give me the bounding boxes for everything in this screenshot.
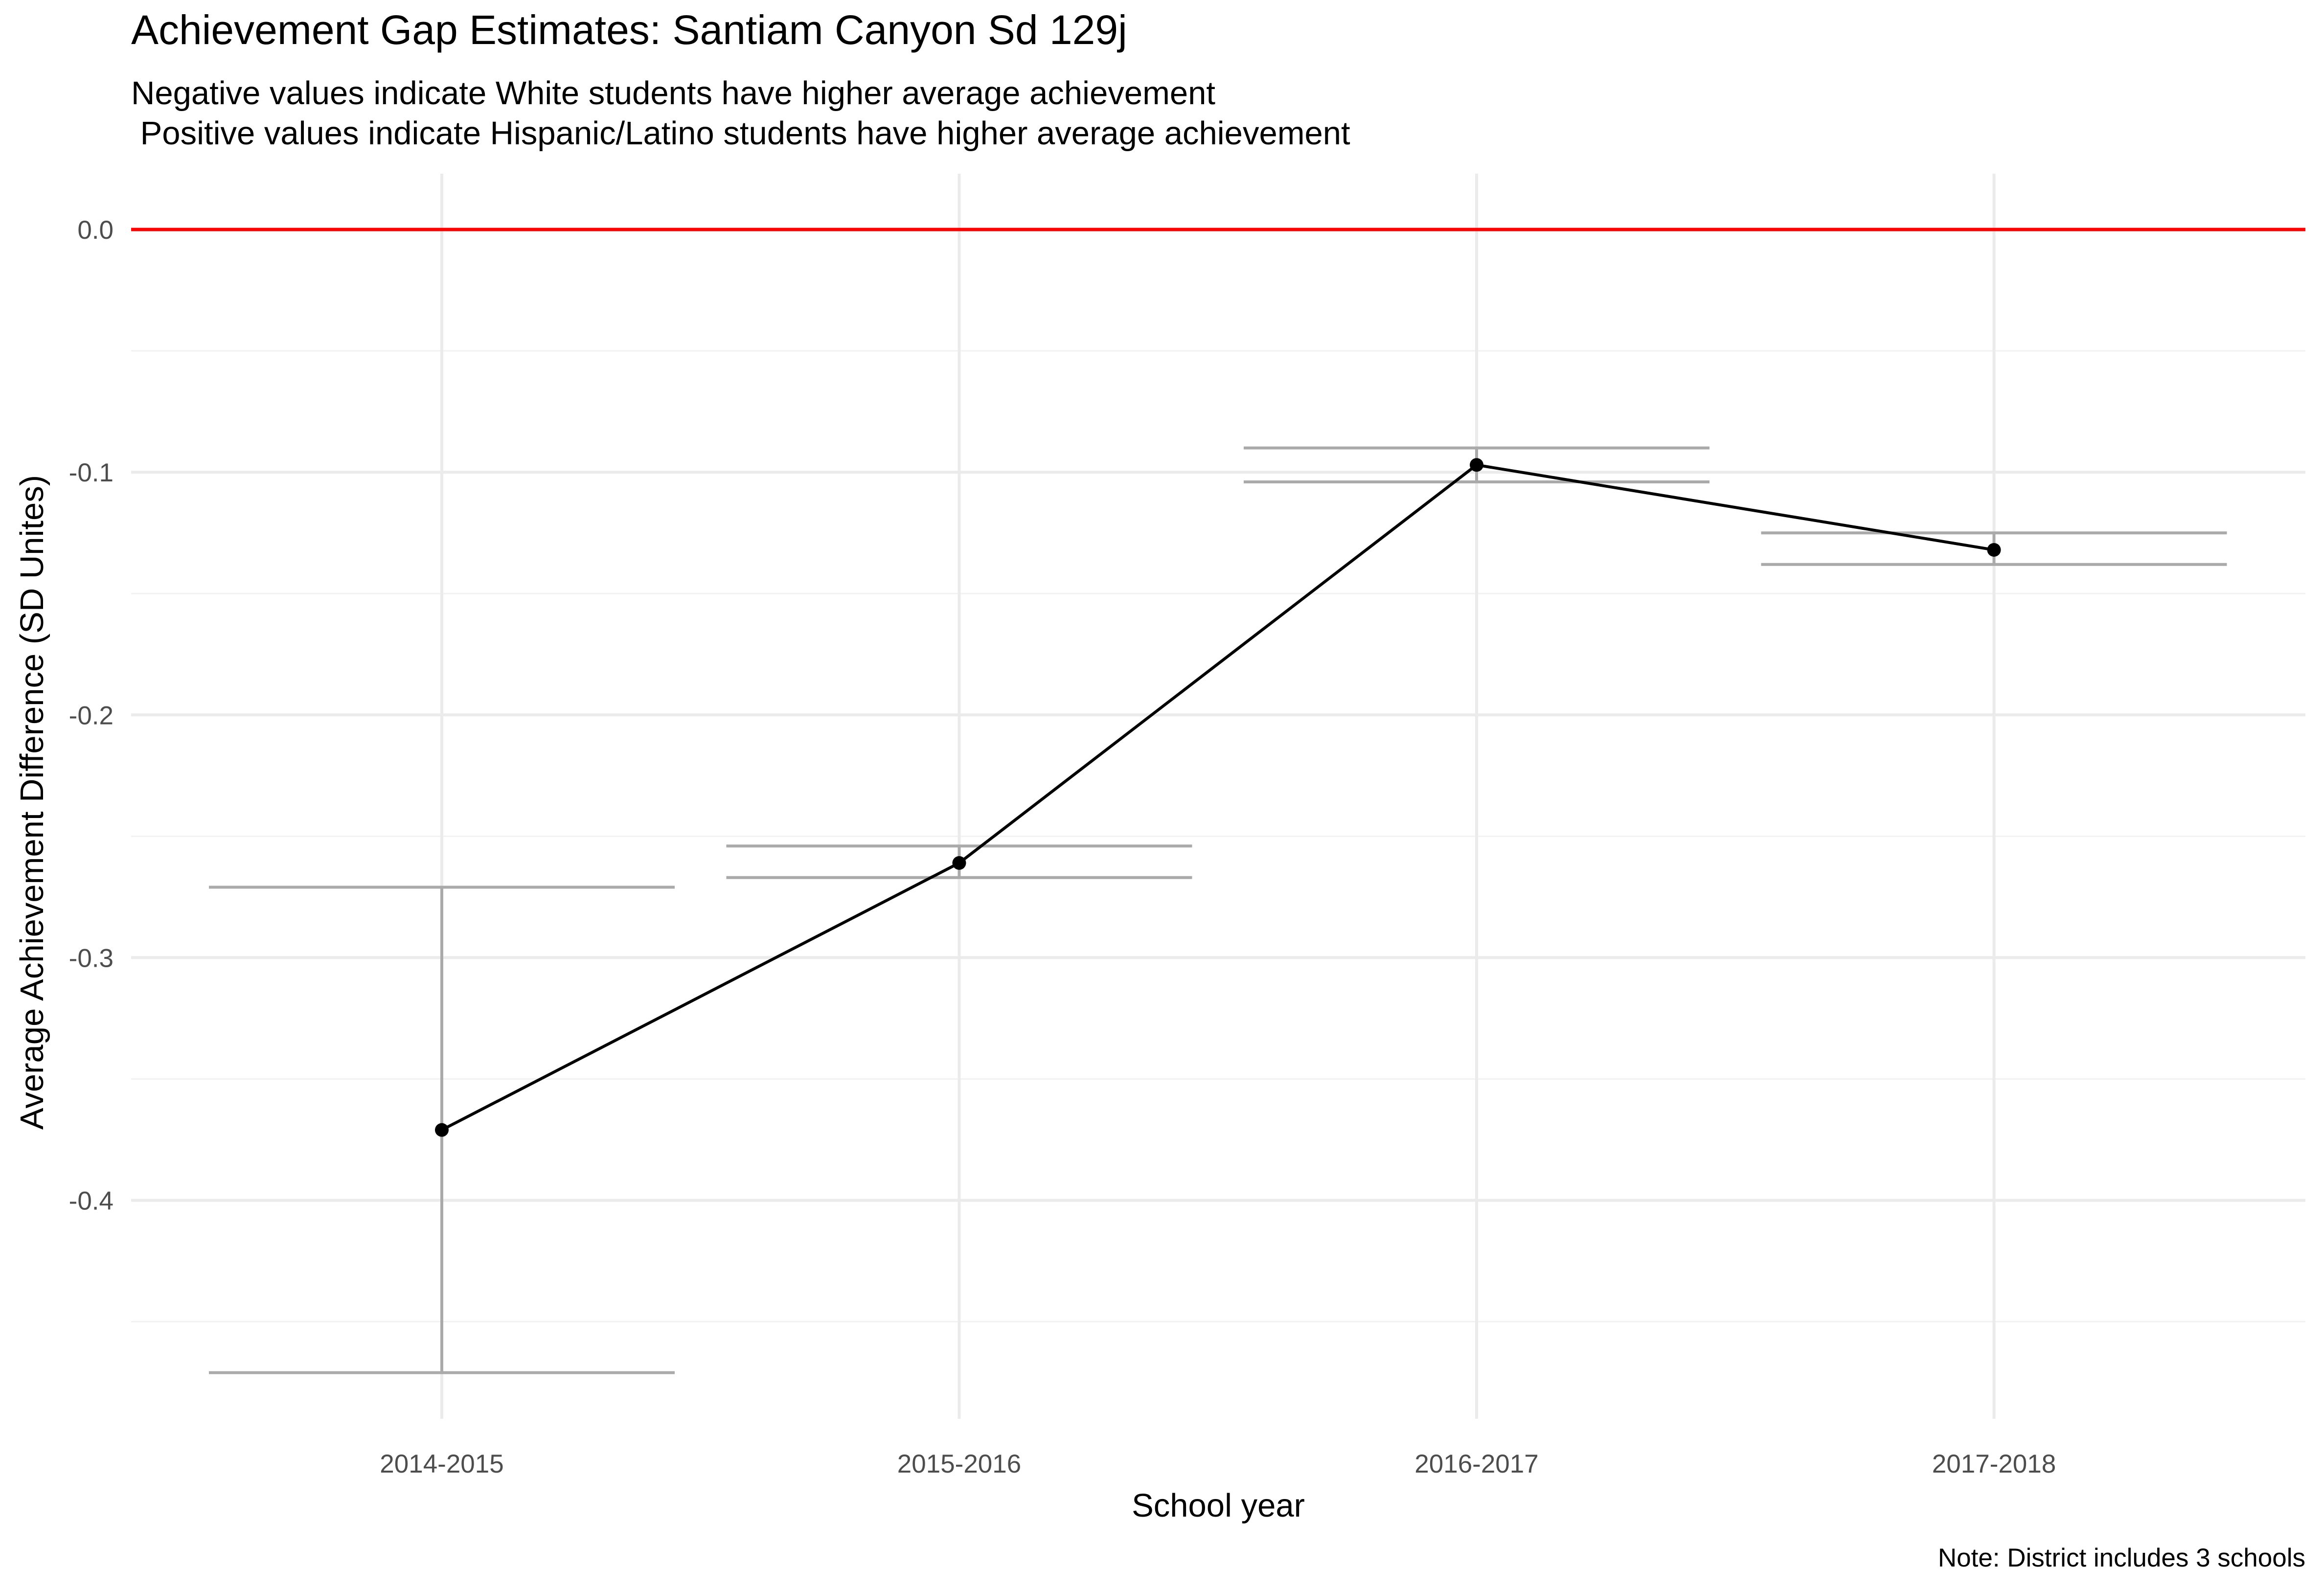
y-tick-label: -0.3 — [69, 944, 114, 973]
x-tick-label: 2014-2015 — [380, 1450, 503, 1478]
y-tick-label: -0.1 — [69, 458, 114, 487]
grid-lines — [131, 174, 2305, 1419]
x-axis-ticks: 2014-2015 2015-2016 2016-2017 2017-2018 — [380, 1450, 2056, 1478]
chart-title: Achievement Gap Estimates: Santiam Canyo… — [131, 7, 1127, 53]
x-tick-label: 2015-2016 — [897, 1450, 1021, 1478]
data-point — [1470, 458, 1483, 472]
y-tick-label: -0.2 — [69, 701, 114, 730]
x-tick-label: 2016-2017 — [1414, 1450, 1538, 1478]
data-point — [435, 1123, 449, 1137]
error-bars — [209, 446, 2227, 1374]
y-axis-title: Average Achievement Difference (SD Unite… — [14, 475, 50, 1130]
chart-caption: Note: District includes 3 schools — [1938, 1544, 2305, 1572]
x-axis-title: School year — [1132, 1487, 1305, 1524]
chart-subtitle-line-1: Negative values indicate White students … — [131, 75, 1215, 112]
y-tick-label: -0.4 — [69, 1187, 114, 1216]
y-tick-label: 0.0 — [77, 216, 114, 245]
data-point — [952, 856, 966, 870]
series-line — [441, 463, 1994, 1132]
series-group — [435, 458, 2001, 1137]
x-tick-label: 2017-2018 — [1932, 1450, 2056, 1478]
chart-subtitle-line-2: Positive values indicate Hispanic/Latino… — [131, 115, 1350, 152]
y-axis-ticks: 0.0 -0.1 -0.2 -0.3 -0.4 — [69, 216, 114, 1215]
data-point — [1987, 543, 2001, 557]
